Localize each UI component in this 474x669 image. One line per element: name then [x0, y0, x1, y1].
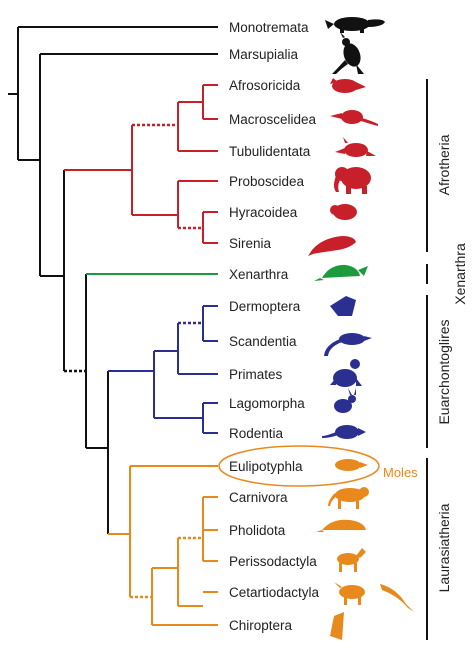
armadillo-icon — [314, 264, 368, 281]
platypus-icon — [325, 17, 385, 33]
label-proboscidea: Proboscidea — [229, 174, 305, 189]
primate-icon — [330, 359, 362, 387]
label-afrosoricida: Afrosoricida — [229, 78, 301, 93]
treeshrew-icon — [324, 333, 372, 356]
label-carnivora: Carnivora — [229, 490, 288, 505]
group-label-afrotheria: Afrotheria — [436, 134, 452, 195]
euarchontoglires-branches — [108, 305, 218, 434]
moles-annotation: Moles — [218, 445, 418, 487]
label-pholidota: Pholidota — [229, 523, 286, 538]
label-cetartiodactyla: Cetartiodactyla — [229, 585, 320, 600]
taxon-labels: Monotremata Marsupialia Afrosoricida Mac… — [229, 20, 320, 633]
label-sirenia: Sirenia — [229, 236, 272, 251]
label-scandentia: Scandentia — [229, 334, 297, 349]
group-label-xenarthra: Xenarthra — [452, 243, 468, 305]
colugo-icon — [330, 296, 356, 316]
label-xenarthra: Xenarthra — [229, 267, 289, 282]
horse-icon — [337, 548, 366, 572]
cetartiodactyl-icon — [334, 582, 414, 612]
pangolin-icon — [316, 519, 366, 532]
label-monotremata: Monotremata — [229, 20, 309, 35]
aardvark-icon — [335, 137, 376, 157]
manatee-icon — [308, 236, 356, 256]
label-eulipotyphla: Eulipotyphla — [229, 459, 303, 474]
label-macroscelidea: Macroscelidea — [229, 112, 317, 127]
group-labels: Afrotheria Xenarthra Euarchontoglires La… — [436, 134, 468, 592]
rabbit-icon — [334, 388, 356, 413]
carnivore-icon — [328, 487, 369, 509]
laurasiatheria-branches — [108, 465, 218, 626]
kangaroo-icon — [332, 32, 364, 74]
label-lagomorpha: Lagomorpha — [229, 396, 305, 411]
label-primates: Primates — [229, 367, 283, 382]
bat-icon — [330, 612, 344, 640]
hyrax-icon — [330, 204, 357, 220]
afrotheria-branches — [64, 84, 218, 244]
label-perissodactyla: Perissodactyla — [229, 554, 317, 569]
label-marsupialia: Marsupialia — [229, 47, 299, 62]
label-chiroptera: Chiroptera — [229, 618, 293, 633]
basal-branches — [8, 26, 218, 534]
elephant-icon — [334, 167, 371, 194]
laurasiatheria-subbranches — [177, 529, 218, 606]
moles-highlight-ellipse — [218, 445, 380, 487]
label-rodentia: Rodentia — [229, 426, 284, 441]
mole-icon — [335, 459, 368, 471]
label-hyracoidea: Hyracoidea — [229, 205, 298, 220]
rodent-icon — [322, 425, 366, 439]
label-tubulidentata: Tubulidentata — [229, 144, 311, 159]
group-label-euarchontoglires: Euarchontoglires — [436, 319, 452, 424]
group-label-laurasiatheria: Laurasiatheria — [436, 503, 452, 592]
elephant-shrew-icon — [330, 110, 378, 126]
moles-label: Moles — [383, 465, 418, 480]
tenrec-icon — [330, 78, 366, 93]
label-dermoptera: Dermoptera — [229, 299, 301, 314]
